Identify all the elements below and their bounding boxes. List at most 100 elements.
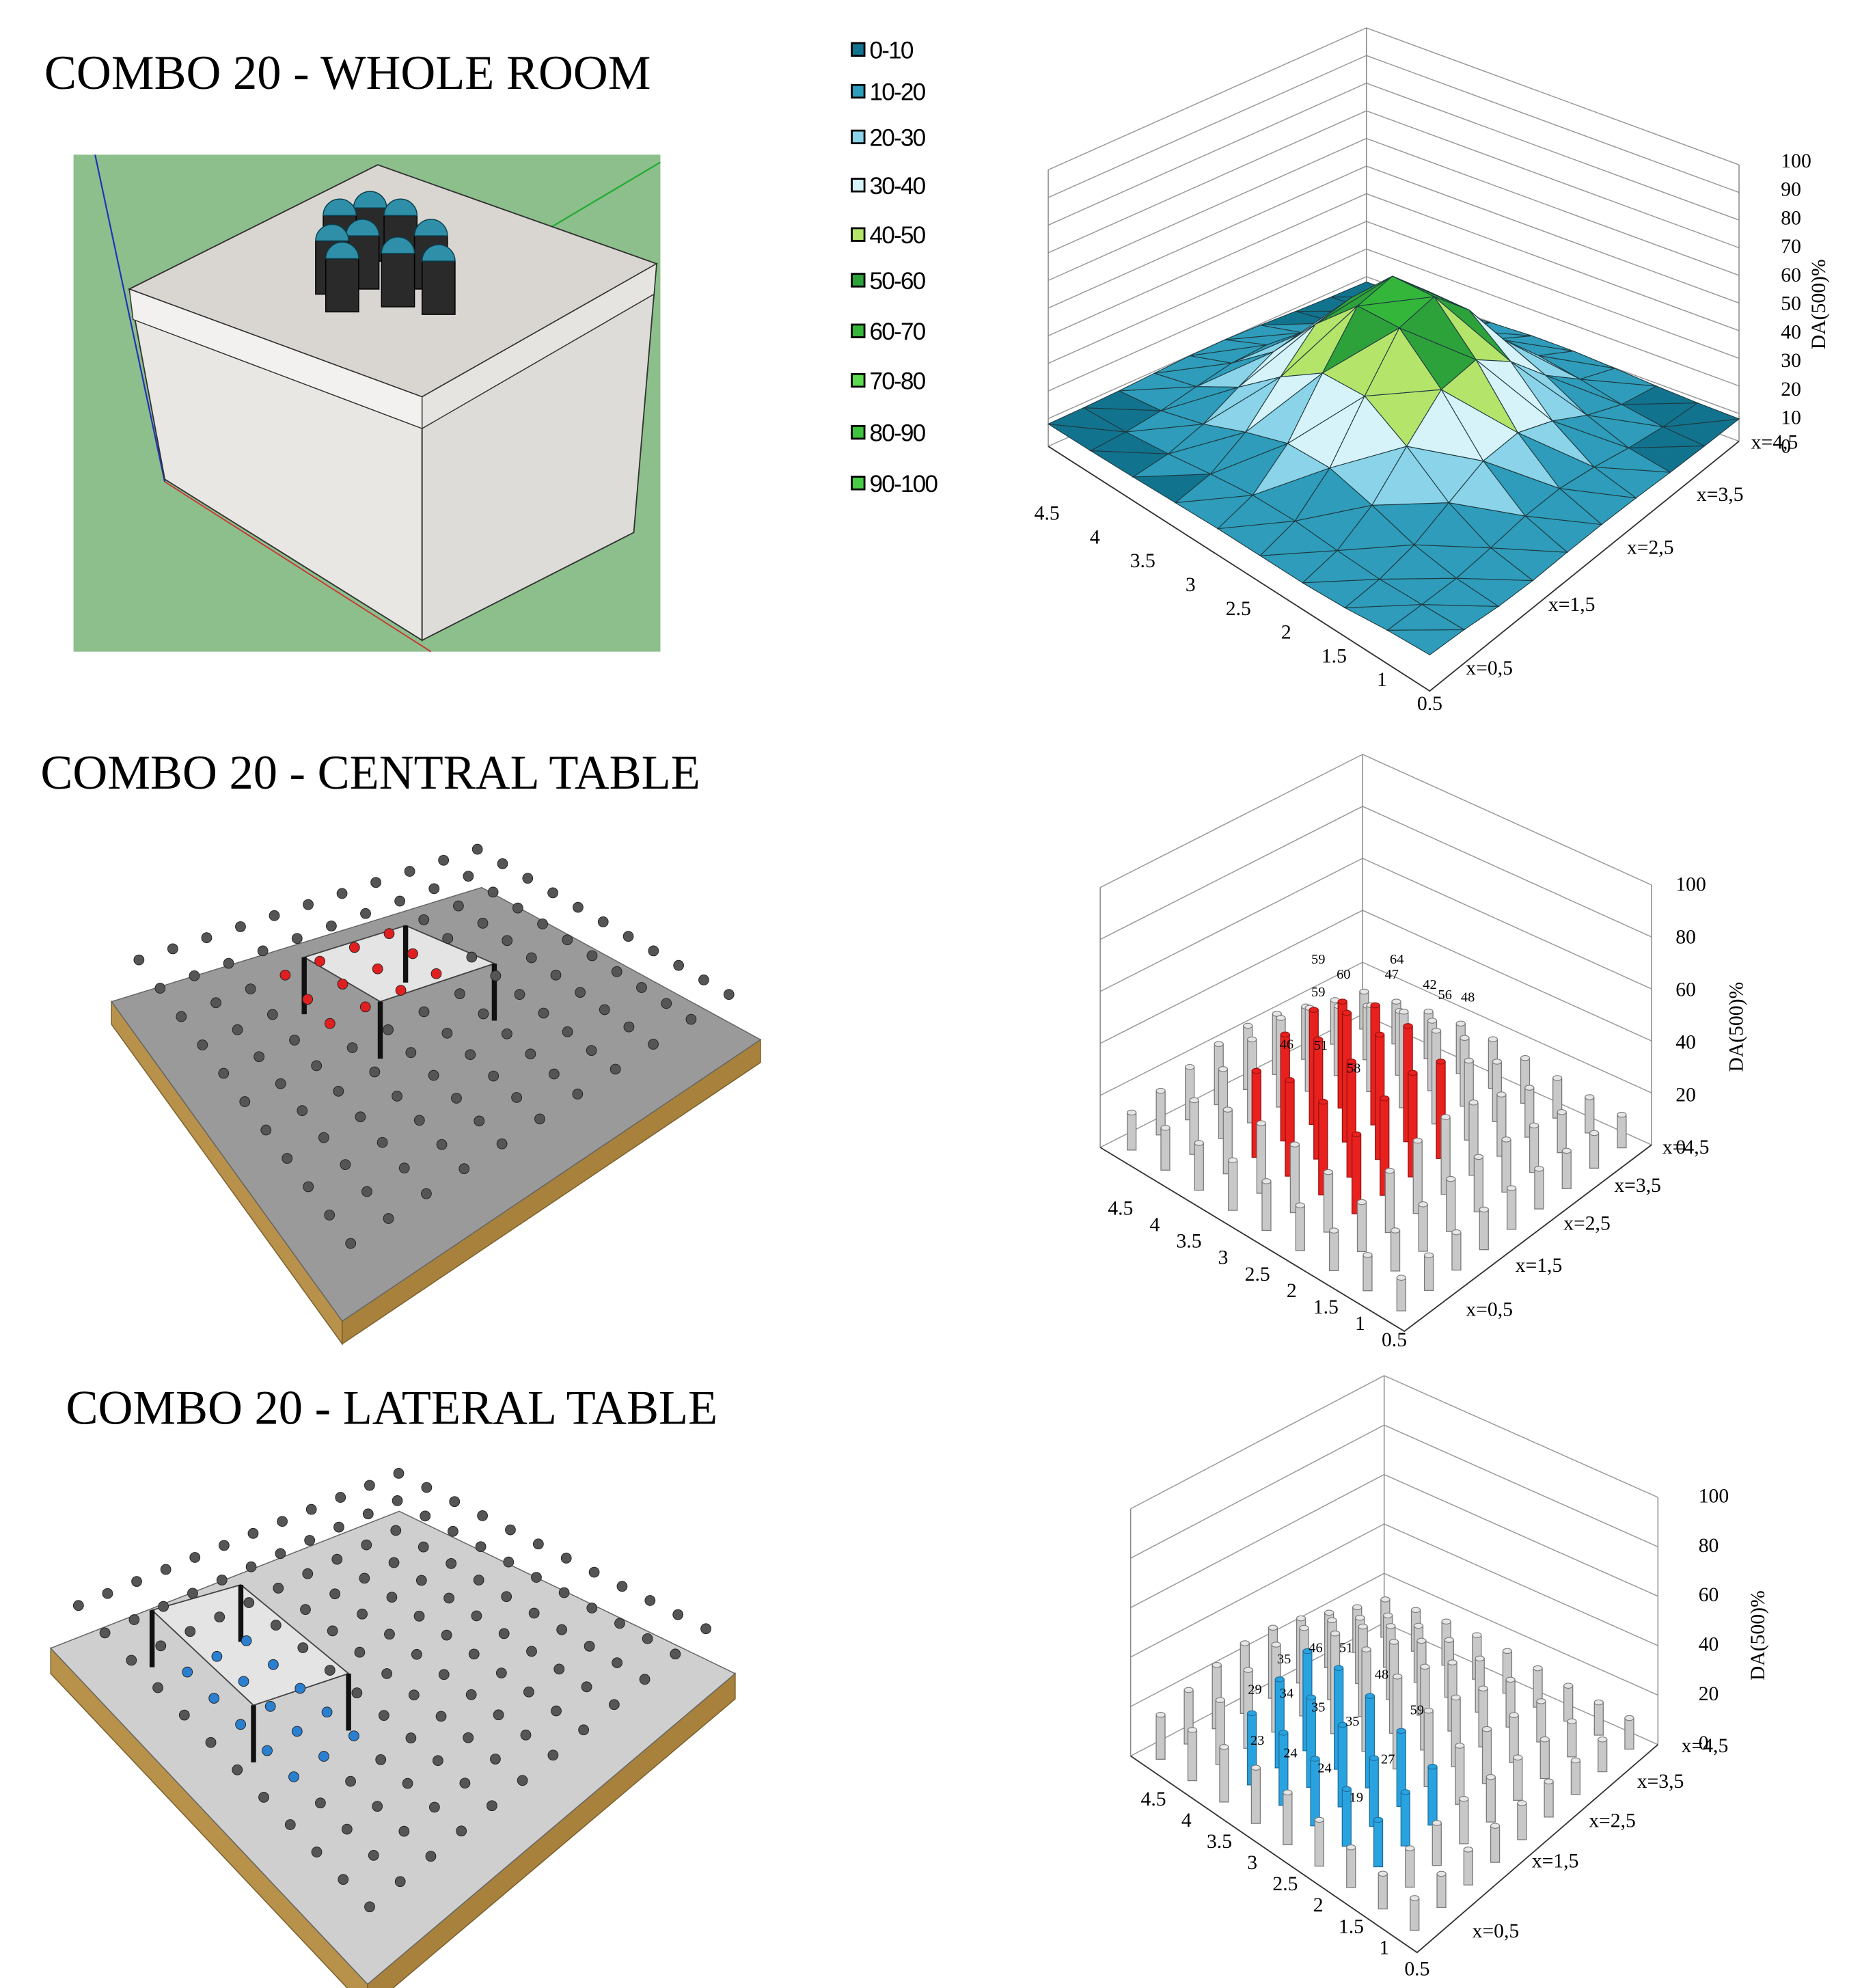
surface-facet <box>1392 275 1470 311</box>
z-tick-label: 60 <box>1675 979 1696 1000</box>
wall-grid-line <box>1130 1473 1385 1609</box>
sensor-point <box>578 1724 590 1736</box>
wall-grid-line <box>1366 137 1740 276</box>
bar-top <box>1420 1663 1430 1670</box>
sensor-point <box>642 1633 653 1644</box>
bar-body <box>1328 1230 1339 1271</box>
bar-body <box>1314 1819 1324 1867</box>
x-tick-label: x=4,5 <box>1662 1136 1710 1158</box>
bar-top <box>1533 1665 1543 1672</box>
bar-top <box>1463 1847 1473 1853</box>
bar-top <box>1358 1623 1368 1630</box>
sensor-point <box>345 1238 357 1249</box>
bar-top <box>1441 1618 1451 1624</box>
sensor-point <box>428 1070 439 1081</box>
bar-top <box>1423 1707 1434 1714</box>
surface-facet <box>1251 443 1331 496</box>
sensor-point <box>303 1181 314 1193</box>
bar-top <box>1278 1730 1289 1736</box>
bar-top <box>1589 1130 1600 1136</box>
sensor-point <box>517 1775 528 1786</box>
bar-top <box>1219 1744 1229 1750</box>
sensor-point <box>326 921 337 931</box>
sensor-point <box>532 1538 544 1550</box>
sensor-point <box>588 1566 600 1578</box>
surface-facet <box>1237 323 1316 388</box>
z-tick-label: 100 <box>1675 873 1706 895</box>
bar-body <box>1126 1112 1137 1151</box>
bar-top <box>1276 1015 1286 1021</box>
bar-top <box>1329 1227 1339 1234</box>
sensor-point <box>262 1745 273 1756</box>
y-tick-label: 2.5 <box>1245 1264 1270 1285</box>
bar-top <box>1363 1252 1373 1258</box>
sensor-point <box>435 1711 447 1722</box>
data-label: 60 <box>1337 967 1350 982</box>
sensor-point <box>282 1153 293 1164</box>
sensor-point <box>525 952 537 964</box>
y-tick-label: 4.5 <box>1035 503 1060 525</box>
sensor-point <box>311 1847 323 1857</box>
data-label: 48 <box>1461 990 1475 1005</box>
bar-body <box>1356 1201 1367 1253</box>
sensor-point <box>453 900 464 912</box>
data-label: 51 <box>1314 1038 1328 1053</box>
surface-facet <box>1089 431 1168 454</box>
legend-label: 80-90 <box>870 420 926 447</box>
sensor-point <box>611 966 622 977</box>
bar-top <box>1243 1667 1253 1673</box>
bar-top <box>1369 1755 1379 1761</box>
surface-facet <box>1413 502 1492 549</box>
sensor-point <box>700 1623 711 1635</box>
sensor-point <box>421 1188 432 1199</box>
bar-top <box>1517 1800 1527 1806</box>
surface-facet <box>1301 549 1381 584</box>
surface-facet <box>1231 329 1309 364</box>
bar-top <box>1424 1252 1434 1259</box>
sensor-point <box>478 1008 489 1020</box>
bar-top <box>1447 1659 1457 1665</box>
bar-top <box>1410 1895 1420 1901</box>
sensor-point <box>72 1600 84 1611</box>
bar-top <box>1285 1077 1295 1083</box>
sensor-point <box>99 1627 111 1639</box>
bar-body <box>1363 1254 1373 1292</box>
bar-top <box>1488 1036 1498 1042</box>
bar-top <box>1478 1685 1488 1692</box>
sensor-point <box>502 1028 512 1039</box>
sensor-point <box>383 928 395 940</box>
bar-top <box>1563 1683 1574 1689</box>
bar-top <box>1405 1845 1415 1851</box>
x-tick-label: x=1,5 <box>1532 1851 1579 1873</box>
bar-body <box>1459 1798 1469 1844</box>
legend-swatch <box>851 227 866 242</box>
z-tick-label: 70 <box>1781 236 1801 258</box>
surface-facet <box>1336 504 1415 552</box>
bar-top <box>1240 1640 1250 1646</box>
data-label: 59 <box>1311 952 1325 967</box>
x-tick-label: x=1,5 <box>1516 1255 1563 1277</box>
data-label: 24 <box>1283 1745 1297 1760</box>
bar-top <box>1557 1109 1567 1115</box>
bar-body <box>1427 1766 1438 1826</box>
surface-facet <box>1210 431 1289 475</box>
sensor-point <box>394 895 406 907</box>
bar-body <box>1529 1125 1539 1173</box>
legend-swatch <box>851 178 866 193</box>
sensor-point <box>466 951 478 963</box>
bar-top <box>1544 1778 1554 1785</box>
surface-facet <box>1047 407 1126 433</box>
sensor-point <box>490 970 502 981</box>
sensor-point <box>383 1213 394 1224</box>
bar-top <box>1464 1057 1474 1064</box>
sensor-point <box>178 1709 190 1721</box>
y-tick-label: 3 <box>1247 1852 1257 1874</box>
bar-top <box>1455 1743 1465 1749</box>
y-tick-label: 2 <box>1281 622 1291 644</box>
sensor-point <box>586 950 598 962</box>
surface-facet <box>1203 377 1281 425</box>
z-tick-label: 10 <box>1781 407 1801 429</box>
bar-top <box>1524 1085 1535 1091</box>
wall-grid-line <box>1048 27 1367 171</box>
z-tick-label: 60 <box>1781 264 1801 286</box>
